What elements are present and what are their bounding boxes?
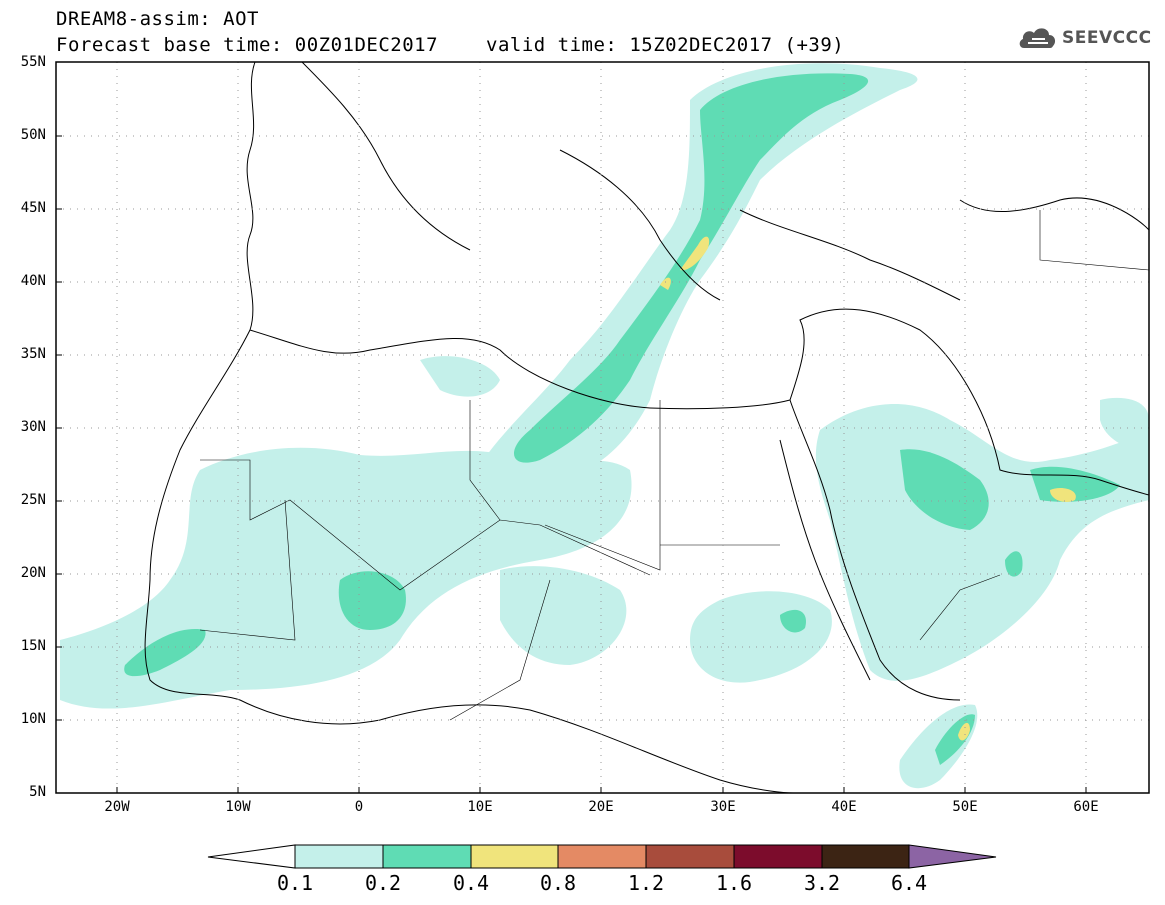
coastlines — [144, 62, 1149, 793]
lat-label: 30N — [20, 419, 46, 435]
country-borders — [199, 210, 1149, 721]
colorbar-label: 0.1 — [276, 871, 314, 895]
lat-label: 15N — [20, 638, 46, 654]
forecast-times: Forecast base time: 00Z01DEC2017 valid ti… — [56, 34, 844, 56]
colorbar-swatch-7 — [821, 844, 910, 869]
colorbar — [207, 844, 997, 869]
logo-text: SEEVCCC — [1062, 28, 1152, 48]
colorbar-label: 0.4 — [452, 871, 490, 895]
axis-ticks — [56, 135, 1087, 793]
aot-band-0.1 — [60, 63, 1149, 789]
lat-label: 10N — [20, 711, 46, 727]
colorbar-swatch-3 — [470, 844, 559, 869]
colorbar-swatch-5 — [645, 844, 735, 869]
graticule — [56, 62, 1149, 793]
seevccc-logo: SEEVCCC — [1018, 24, 1152, 52]
lat-label: 50N — [20, 127, 46, 143]
lat-label: 45N — [20, 200, 46, 216]
lat-label: 20N — [20, 565, 46, 581]
colorbar-swatch-1 — [294, 844, 384, 869]
lat-label: 35N — [20, 346, 46, 362]
lat-label: 55N — [20, 54, 46, 70]
colorbar-label: 1.2 — [627, 871, 665, 895]
colorbar-swatch-6 — [733, 844, 823, 869]
valid-time: valid time: 15Z02DEC2017 (+39) — [486, 34, 845, 56]
lat-label: 40N — [20, 273, 46, 289]
lon-label: 10E — [467, 799, 493, 815]
colorbar-label: 3.2 — [803, 871, 841, 895]
lat-label: 25N — [20, 492, 46, 508]
lon-label: 30E — [710, 799, 736, 815]
lon-label: 50E — [952, 799, 978, 815]
map-title: DREAM8-assim: AOT — [56, 8, 259, 30]
lon-label: 40E — [831, 799, 857, 815]
colorbar-swatch-4 — [557, 844, 647, 869]
colorbar-label: 0.2 — [364, 871, 402, 895]
lon-label: 60E — [1073, 799, 1099, 815]
aot-band-0.4 — [660, 236, 1076, 741]
cloud-icon — [1019, 28, 1056, 48]
base-time: Forecast base time: 00Z01DEC2017 — [56, 34, 439, 56]
colorbar-label: 1.6 — [715, 871, 753, 895]
lon-label: 10W — [225, 799, 251, 815]
colorbar-under-arrow — [207, 844, 296, 869]
colorbar-label: 6.4 — [890, 871, 928, 895]
colorbar-over-arrow — [908, 844, 997, 869]
lon-label: 20W — [104, 799, 130, 815]
lon-label: 20E — [588, 799, 614, 815]
colorbar-label: 0.8 — [539, 871, 577, 895]
lon-label: 0 — [354, 799, 364, 815]
colorbar-swatch-2 — [382, 844, 472, 869]
lat-label: 5N — [29, 784, 46, 800]
